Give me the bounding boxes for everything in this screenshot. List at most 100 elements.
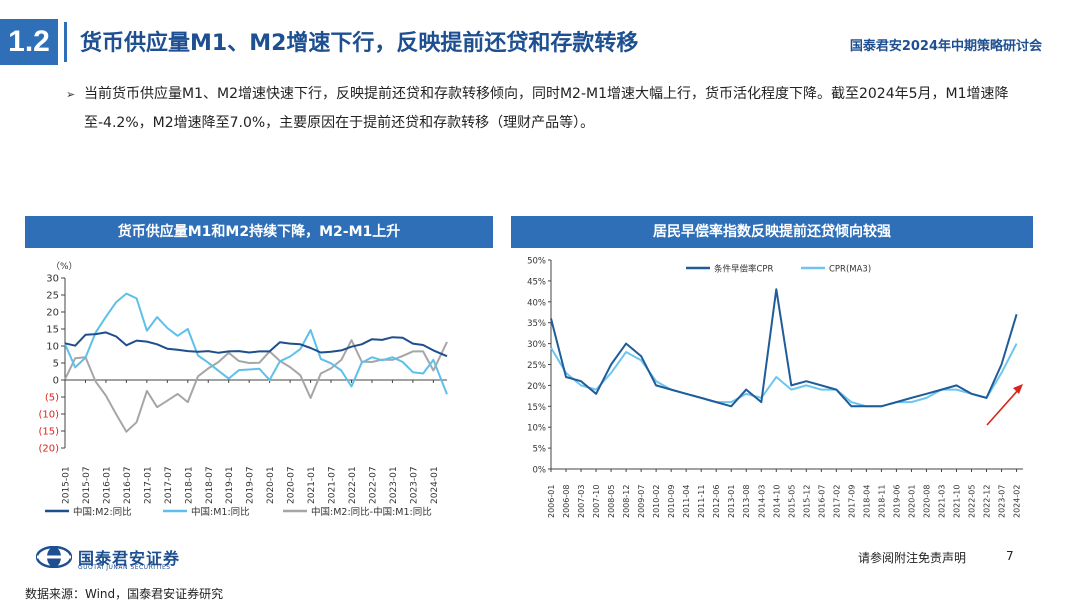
y-tick-label: 15% bbox=[527, 403, 546, 413]
x-tick-label: 2019-06 bbox=[892, 485, 901, 518]
x-tick-label: 2017-09 bbox=[847, 485, 856, 518]
x-tick-label: 2014-03 bbox=[757, 485, 766, 518]
legend-label: CPR(MA3) bbox=[829, 265, 871, 275]
summary-text: 当前货币供应量M1、M2增速快速下行，反映提前还贷和存款转移倾向，同时M2-M1… bbox=[84, 86, 1009, 131]
x-tick-label: 2008-12 bbox=[622, 485, 631, 518]
x-tick-label: 2022-07 bbox=[368, 466, 378, 504]
logo-chinese-name: 国泰君安证券 bbox=[78, 549, 181, 568]
y-tick-label: (15) bbox=[38, 427, 59, 438]
x-tick-label: 2018-07 bbox=[205, 466, 215, 504]
x-tick-label: 2022-01 bbox=[348, 466, 358, 504]
x-tick-label: 2023-01 bbox=[389, 466, 399, 504]
x-tick-label: 2006-01 bbox=[547, 485, 556, 518]
x-tick-label: 2020-01 bbox=[266, 466, 276, 504]
x-tick-label: 2016-07 bbox=[123, 466, 133, 504]
y-tick-label: 35% bbox=[527, 319, 546, 329]
right-chart-title: 居民早偿率指数反映提前还贷倾向较强 bbox=[511, 216, 1033, 248]
y-tick-label: 0 bbox=[53, 376, 59, 387]
y-axis-unit: （%） bbox=[51, 261, 78, 272]
x-tick-label: 2015-07 bbox=[82, 466, 92, 504]
x-tick-label: 2020-07 bbox=[287, 466, 297, 504]
x-tick-label: 2020-01 bbox=[907, 485, 916, 518]
legend-label: 中国:M1:同比 bbox=[191, 506, 250, 518]
x-tick-label: 2021-03 bbox=[937, 485, 946, 518]
x-tick-label: 2013-08 bbox=[742, 485, 751, 518]
y-tick-label: 25% bbox=[527, 361, 546, 371]
x-tick-label: 2021-07 bbox=[328, 466, 338, 504]
x-tick-label: 2011-04 bbox=[682, 485, 691, 518]
y-tick-label: 30 bbox=[46, 274, 59, 285]
x-tick-label: 2017-02 bbox=[832, 485, 841, 518]
x-tick-label: 2020-08 bbox=[922, 485, 931, 518]
y-tick-label: 10% bbox=[527, 424, 546, 434]
x-tick-label: 2018-04 bbox=[862, 485, 871, 518]
x-tick-label: 2009-07 bbox=[637, 485, 646, 518]
x-tick-label: 2015-12 bbox=[802, 485, 811, 518]
x-tick-label: 2016-01 bbox=[102, 466, 112, 504]
page-number: 7 bbox=[1006, 549, 1014, 563]
x-tick-label: 2022-05 bbox=[968, 485, 977, 518]
x-tick-label: 2015-05 bbox=[787, 485, 796, 518]
x-tick-label: 2024-01 bbox=[430, 466, 440, 504]
legend-label: 条件早偿率CPR bbox=[714, 264, 774, 275]
y-tick-label: 15 bbox=[46, 325, 59, 336]
y-tick-label: 30% bbox=[527, 340, 546, 350]
x-tick-label: 2011-11 bbox=[697, 485, 706, 518]
x-tick-label: 2016-07 bbox=[817, 485, 826, 518]
prepayment-rate-chart: 50% 45% 40% 35% 30% 25% 20% 15% 10% 5% 0%2006-01 20… bbox=[527, 257, 1023, 518]
x-tick-label: 2013-01 bbox=[727, 485, 736, 518]
series-line-2 bbox=[64, 339, 448, 433]
y-tick-label: 0% bbox=[533, 466, 547, 476]
bullet-arrow-icon: ➢ bbox=[66, 88, 76, 101]
disclaimer-link[interactable]: 请参阅附注免责声明 bbox=[858, 551, 967, 565]
y-tick-label: 40% bbox=[527, 298, 546, 308]
x-tick-label: 2014-10 bbox=[772, 485, 781, 518]
trend-arrow-icon bbox=[986, 388, 1020, 426]
series-line-1 bbox=[64, 292, 448, 395]
x-tick-label: 2021-01 bbox=[307, 466, 317, 504]
x-tick-label: 2024-02 bbox=[1013, 485, 1022, 518]
event-name: 国泰君安2024年中期策略研讨会 bbox=[849, 39, 1042, 54]
x-tick-label: 2007-03 bbox=[577, 485, 586, 518]
y-tick-label: (20) bbox=[38, 444, 59, 455]
x-tick-label: 2019-01 bbox=[225, 466, 235, 504]
y-tick-label: (10) bbox=[38, 410, 59, 421]
series-line-1 bbox=[550, 343, 1018, 408]
y-tick-label: 5 bbox=[53, 359, 59, 370]
logo-english-name: GUOTAI JUNAN SECURITIES bbox=[78, 564, 171, 571]
y-tick-label: 50% bbox=[527, 257, 546, 267]
trend-arrow-head-icon bbox=[1013, 384, 1023, 394]
x-tick-label: 2015-01 bbox=[62, 466, 72, 504]
section-number-badge: 1.2 bbox=[0, 19, 58, 65]
x-tick-label: 2022-12 bbox=[983, 485, 992, 518]
y-tick-label: 25 bbox=[46, 291, 59, 302]
x-tick-label: 2018-01 bbox=[184, 466, 194, 504]
logo-mark-icon bbox=[36, 546, 72, 568]
y-tick-label: 45% bbox=[527, 277, 546, 287]
x-tick-label: 2006-08 bbox=[562, 485, 571, 518]
x-tick-label: 2023-07 bbox=[998, 485, 1007, 518]
left-chart-title: 货币供应量M1和M2持续下降，M2-M1上升 bbox=[25, 216, 493, 248]
x-tick-label: 2018-11 bbox=[877, 485, 886, 518]
y-tick-label: (5) bbox=[45, 393, 59, 404]
y-tick-label: 20% bbox=[527, 382, 546, 392]
y-tick-label: 5% bbox=[533, 445, 547, 455]
data-source-note: 数据来源：Wind，国泰君安证券研究 bbox=[25, 587, 224, 601]
legend-label: 中国:M2:同比 bbox=[73, 506, 132, 518]
x-tick-label: 2019-07 bbox=[246, 466, 256, 504]
x-tick-label: 2017-01 bbox=[143, 466, 153, 504]
money-supply-chart: （%） 30 25 20 15 10 5 0 (5) (10) (15) (20) 2015-01 201… bbox=[38, 261, 448, 518]
x-tick-label: 2017-07 bbox=[164, 466, 174, 504]
x-tick-label: 2012-06 bbox=[712, 485, 721, 518]
summary-paragraph: ➢ 当前货币供应量M1、M2增速快速下行，反映提前还贷和存款转移倾向，同时M2-… bbox=[66, 80, 1026, 138]
y-tick-label: 10 bbox=[46, 342, 59, 353]
x-tick-label: 2007-10 bbox=[592, 485, 601, 518]
x-tick-label: 2023-07 bbox=[409, 466, 419, 504]
title-divider bbox=[64, 22, 67, 62]
x-tick-label: 2008-05 bbox=[607, 485, 616, 518]
page-title: 货币供应量M1、M2增速下行，反映提前还贷和存款转移 bbox=[80, 31, 639, 56]
legend-label: 中国:M2:同比-中国:M1:同比 bbox=[311, 506, 432, 518]
series-line-0 bbox=[64, 331, 448, 358]
series-line-0 bbox=[550, 288, 1018, 408]
x-tick-label: 2021-10 bbox=[952, 485, 961, 518]
